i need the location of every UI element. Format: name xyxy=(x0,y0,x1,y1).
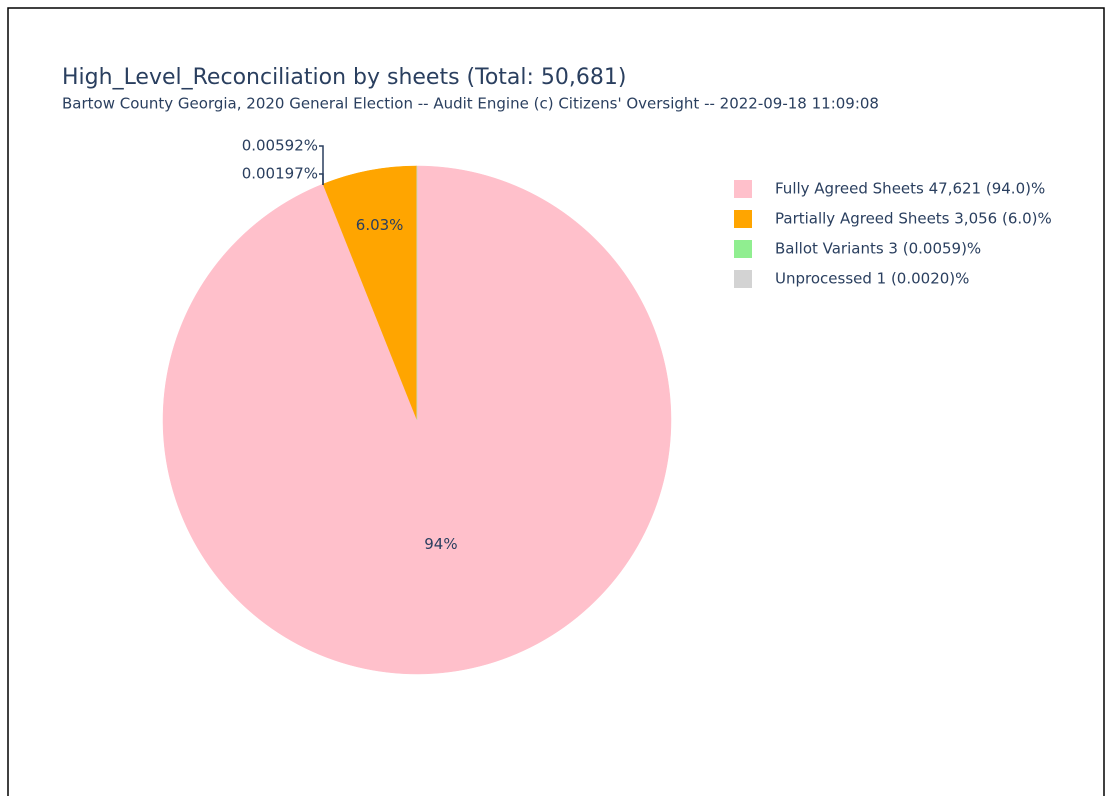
slice-label: 0.00197% xyxy=(242,165,318,183)
legend-label: Unprocessed 1 (0.0020)% xyxy=(775,270,969,288)
leader-line xyxy=(319,145,324,185)
legend-swatch xyxy=(734,210,752,228)
chart-subtitle: Bartow County Georgia, 2020 General Elec… xyxy=(62,95,879,113)
legend-swatch xyxy=(734,180,752,198)
leader-line xyxy=(319,173,324,185)
legend-swatch xyxy=(734,270,752,288)
legend-label: Fully Agreed Sheets 47,621 (94.0)% xyxy=(775,180,1045,198)
chart-title: High_Level_Reconciliation by sheets (Tot… xyxy=(62,65,626,90)
legend-label: Partially Agreed Sheets 3,056 (6.0)% xyxy=(775,210,1052,228)
slice-label: 6.03% xyxy=(356,216,404,234)
slice-label: 94% xyxy=(424,535,457,553)
slice-label: 0.00592% xyxy=(242,137,318,155)
legend-label: Ballot Variants 3 (0.0059)% xyxy=(775,240,981,258)
legend-swatch xyxy=(734,240,752,258)
